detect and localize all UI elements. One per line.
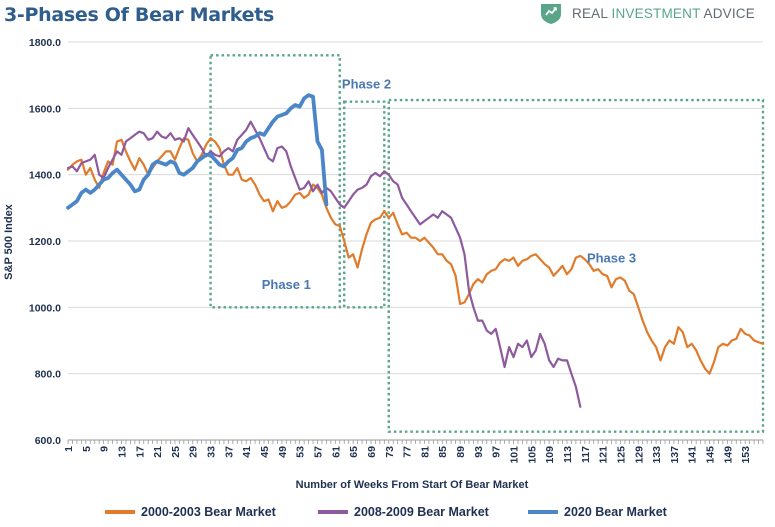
x-tick-label: 81 (419, 446, 431, 458)
shield-logo-icon (541, 4, 561, 24)
legend-item: 2000-2003 Bear Market (105, 505, 276, 519)
legend-label: 2020 Bear Market (564, 505, 667, 519)
y-tick-label: 1200.0 (29, 236, 61, 248)
phase-label: Phase 3 (587, 251, 636, 266)
chart-legend: 2000-2003 Bear Market 2008-2009 Bear Mark… (0, 505, 775, 525)
chart-title: 3-Phases Of Bear Markets (4, 4, 275, 26)
x-tick-label: 45 (259, 446, 271, 458)
x-tick-label: 13 (116, 446, 128, 458)
x-tick-label: 133 (651, 446, 663, 464)
x-tick-label: 49 (277, 446, 289, 458)
x-tick-label: 125 (615, 446, 627, 464)
brand-name-accent: INVESTMENT (611, 5, 701, 21)
x-tick-label: 25 (170, 446, 182, 458)
phase-label: Phase 2 (342, 76, 391, 91)
axes: 600.0 800.0 1000.0 1200.0 1400.0 1600.0 1800.0… (29, 37, 764, 464)
y-tick-label: 1400.0 (29, 170, 61, 182)
series-line (66, 93, 329, 210)
y-axis-title: S&P 500 Index (3, 203, 15, 279)
x-tick-label: 145 (705, 446, 717, 464)
x-tick-label: 77 (402, 446, 414, 458)
x-tick-label: 53 (295, 446, 307, 458)
x-tick-label: 85 (437, 446, 449, 458)
x-axis-title: Number of Weeks From Start Of Bear Marke… (296, 479, 529, 491)
x-tick-label: 41 (241, 446, 253, 458)
series-line (66, 137, 765, 375)
legend-label: 2008-2009 Bear Market (354, 505, 489, 519)
x-tick-label: 57 (312, 446, 324, 458)
x-tick-label: 33 (206, 446, 218, 458)
legend-label: 2000-2003 Bear Market (141, 505, 276, 519)
x-tick-label: 9 (99, 446, 111, 452)
phase-label: Phase 1 (262, 277, 311, 292)
x-tick-label: 65 (348, 446, 360, 458)
brand-logo-block: REAL INVESTMENT ADVICE (538, 0, 755, 26)
x-tick-label: 37 (223, 446, 235, 458)
line-chart: 600.0 800.0 1000.0 1200.0 1400.0 1600.0 1800.0… (3, 37, 765, 491)
x-tick-label: 1 (63, 446, 75, 452)
legend-swatch (318, 510, 348, 514)
x-tick-label: 109 (544, 446, 556, 464)
x-tick-label: 149 (722, 446, 734, 464)
x-tick-label: 61 (330, 446, 342, 458)
x-tick-label: 141 (687, 446, 699, 464)
y-tick-label: 1000.0 (29, 302, 61, 314)
phase-box (343, 100, 386, 309)
x-tick-label: 105 (526, 446, 538, 464)
x-tick-label: 17 (134, 446, 146, 458)
phase-boxes (209, 54, 765, 433)
y-tick-label: 800.0 (35, 369, 61, 381)
y-tick-label: 600.0 (35, 435, 61, 447)
grid-lines (68, 41, 763, 375)
x-tick-label: 153 (740, 446, 752, 464)
brand-name-main: REAL (572, 5, 612, 21)
y-tick-label: 1600.0 (29, 103, 61, 115)
phase-box (209, 54, 341, 309)
x-tick-label: 113 (562, 446, 574, 463)
x-tick-label: 73 (384, 446, 396, 458)
x-tick-label: 21 (152, 446, 164, 458)
legend-swatch (528, 510, 558, 514)
phase-labels: Phase 1 Phase 2 Phase 3 (262, 76, 636, 292)
x-tick-label: 101 (509, 446, 521, 464)
x-tick-label: 97 (491, 446, 503, 458)
x-tick-label: 93 (473, 446, 485, 458)
x-tick-label: 89 (455, 446, 467, 458)
x-tick-label: 69 (366, 446, 378, 458)
x-tick-label: 117 (580, 446, 592, 463)
legend-swatch (105, 510, 135, 514)
legend-item: 2020 Bear Market (528, 505, 667, 519)
x-tick-label: 29 (188, 446, 200, 458)
brand-name: REAL INVESTMENT ADVICE (572, 6, 755, 21)
x-tick-label: 137 (669, 446, 681, 464)
brand-name-end: ADVICE (700, 5, 755, 21)
x-tick-label: 121 (598, 446, 610, 464)
phase-box (387, 98, 765, 433)
legend-item: 2008-2009 Bear Market (318, 505, 489, 519)
x-tick-label: 5 (81, 446, 93, 452)
series-lines (66, 93, 765, 408)
x-tick-label: 129 (633, 446, 645, 464)
y-tick-label: 1800.0 (29, 37, 61, 49)
